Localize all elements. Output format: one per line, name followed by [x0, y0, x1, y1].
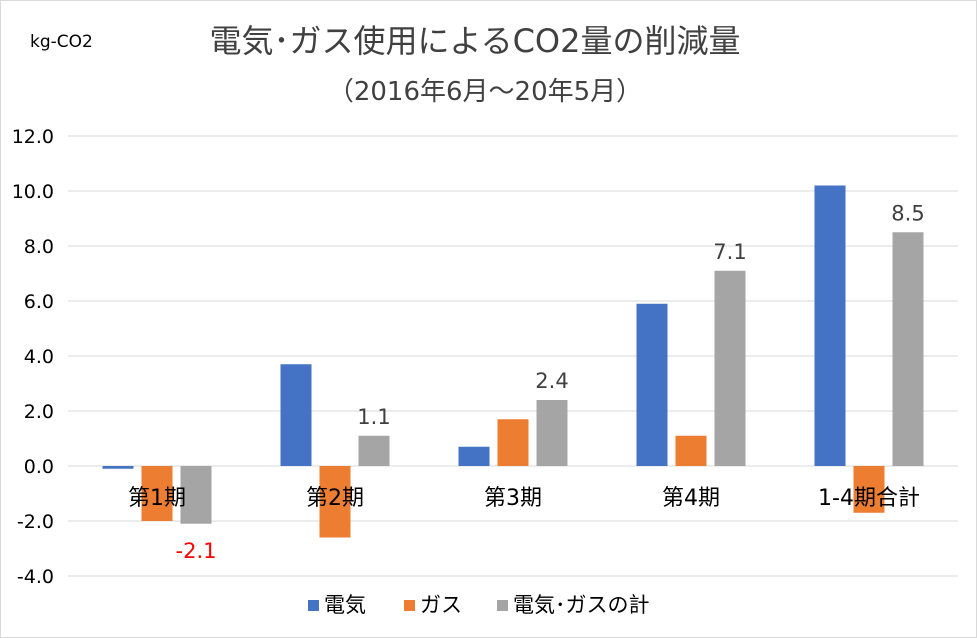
- y-tick-label: 2.0: [24, 401, 54, 423]
- y-tick-label: 0.0: [24, 456, 54, 478]
- data-label: 1.1: [357, 405, 390, 429]
- bar-2-2: [319, 466, 351, 538]
- bar-1-2: [280, 364, 312, 466]
- bar-1-1: [102, 466, 134, 469]
- x-category-label: 第3期: [484, 486, 542, 511]
- legend-label: ガス: [420, 593, 462, 617]
- unit-label: kg-CO2: [30, 32, 93, 52]
- legend: 電気 ガス 電気･ガスの計: [308, 593, 650, 617]
- data-label: 8.5: [891, 201, 924, 225]
- bar-2-5: [853, 466, 885, 513]
- bar-2-4: [675, 435, 707, 466]
- gridlines: [68, 135, 958, 577]
- x-category-label: 1-4期合計: [818, 486, 920, 511]
- legend-swatch: [497, 600, 508, 611]
- y-tick-label: 12.0: [12, 126, 54, 148]
- bar-1-5: [814, 185, 846, 466]
- y-tick-label: -2.0: [17, 511, 54, 533]
- y-axis-ticks: 12.0 10.0 8.0 6.0 4.0 2.0 0.0 -2.0 -4.0: [12, 126, 54, 588]
- bar-1-4: [636, 303, 668, 466]
- bar-3-1: [180, 466, 212, 524]
- data-label: 2.4: [535, 369, 568, 393]
- y-tick-label: 4.0: [24, 346, 54, 368]
- legend-swatch: [404, 600, 415, 611]
- bar-3-3: [536, 400, 568, 466]
- legend-label: 電気: [324, 593, 366, 617]
- legend-swatch: [308, 600, 319, 611]
- bar-3-5: [892, 232, 924, 466]
- chart-subtitle: （2016年6月～20年5月）: [328, 77, 642, 107]
- data-labels: -2.1 1.1 2.4 7.1 8.5: [176, 201, 925, 563]
- x-category-label: 第2期: [306, 486, 364, 511]
- bar-3-2: [358, 435, 390, 466]
- data-label: -2.1: [176, 539, 217, 563]
- bar-1-3: [458, 446, 490, 466]
- x-category-label: 第4期: [662, 486, 720, 511]
- legend-label: 電気･ガスの計: [513, 593, 650, 617]
- category-labels: 第1期 第2期 第3期 第4期 1-4期合計: [128, 486, 920, 511]
- chart-title: 電気･ガス使用によるCO2量の削減量: [210, 22, 741, 60]
- bar-2-1: [141, 466, 173, 521]
- bar-3-4: [714, 270, 746, 466]
- x-category-label: 第1期: [128, 486, 186, 511]
- data-label: 7.1: [713, 240, 746, 264]
- y-tick-label: 6.0: [24, 291, 54, 313]
- bars: [102, 185, 924, 538]
- bar-2-3: [497, 419, 529, 466]
- y-tick-label: 10.0: [12, 181, 54, 203]
- y-tick-label: 8.0: [24, 236, 54, 258]
- y-tick-label: -4.0: [17, 566, 54, 588]
